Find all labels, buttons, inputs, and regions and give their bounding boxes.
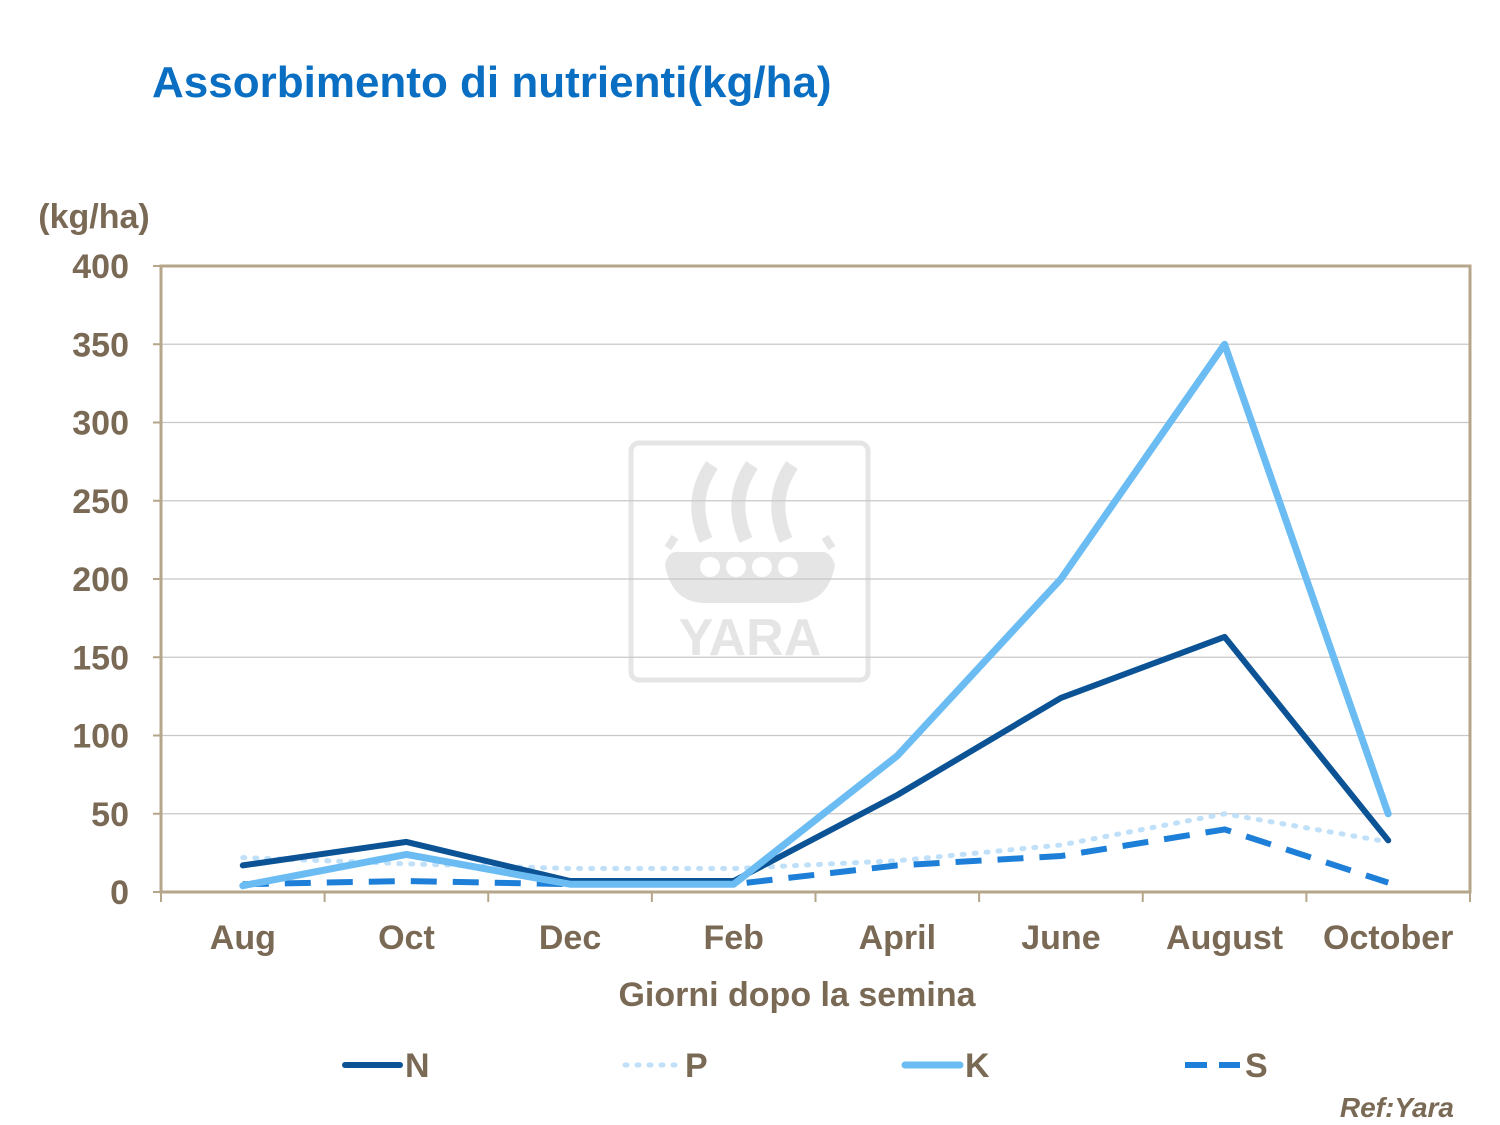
- series-line-S: [242, 826, 1390, 888]
- reference-note: Ref:Yara: [1339, 1092, 1454, 1123]
- y-axis-tick-labels: 0 50 100 150 200 250 300 350 400: [72, 248, 129, 912]
- x-tick-label: August: [1166, 919, 1283, 957]
- x-tick-label: Oct: [378, 919, 435, 957]
- legend-label-K: K: [965, 1047, 990, 1085]
- axis-ticks: [153, 265, 1471, 902]
- grid-lines: [161, 343, 1470, 815]
- y-axis-label: (kg/ha): [38, 198, 149, 236]
- legend-item-P: P: [622, 1047, 708, 1085]
- x-tick-label: Feb: [703, 919, 763, 957]
- x-tick-label: Dec: [539, 919, 601, 957]
- x-tick-label: October: [1323, 919, 1453, 957]
- series-line-N: [239, 633, 1392, 884]
- y-tick-label: 50: [91, 796, 129, 834]
- y-tick-label: 0: [110, 874, 129, 912]
- page-title: Assorbimento di nutrienti(kg/ha): [152, 58, 832, 107]
- legend-label-S: S: [1245, 1047, 1268, 1085]
- legend-item-K: K: [901, 1047, 990, 1085]
- y-tick-label: 400: [72, 248, 129, 286]
- series-line-P: [240, 811, 1391, 871]
- yara-watermark: YARA: [628, 440, 871, 683]
- x-tick-label: April: [859, 919, 936, 957]
- x-tick-label: June: [1021, 919, 1100, 957]
- y-tick-label: 150: [72, 639, 129, 677]
- y-tick-label: 100: [72, 718, 129, 756]
- y-tick-label: 250: [72, 483, 129, 521]
- legend-label-N: N: [405, 1047, 430, 1085]
- yara-viking-ship-icon: [691, 461, 798, 543]
- series-lines: [239, 340, 1392, 890]
- series-line-K: [239, 340, 1392, 890]
- y-tick-label: 200: [72, 561, 129, 599]
- x-tick-label: Aug: [210, 919, 276, 957]
- y-tick-label: 300: [72, 405, 129, 443]
- legend-item-S: S: [1185, 1047, 1268, 1085]
- x-axis-label: Giorni dopo la semina: [618, 976, 976, 1014]
- legend-label-P: P: [685, 1047, 708, 1085]
- legend-item-N: N: [342, 1047, 430, 1085]
- watermark-text: YARA: [679, 609, 822, 667]
- x-axis-tick-labels: Aug Oct Dec Feb April June August October: [210, 919, 1454, 957]
- y-tick-label: 350: [72, 326, 129, 364]
